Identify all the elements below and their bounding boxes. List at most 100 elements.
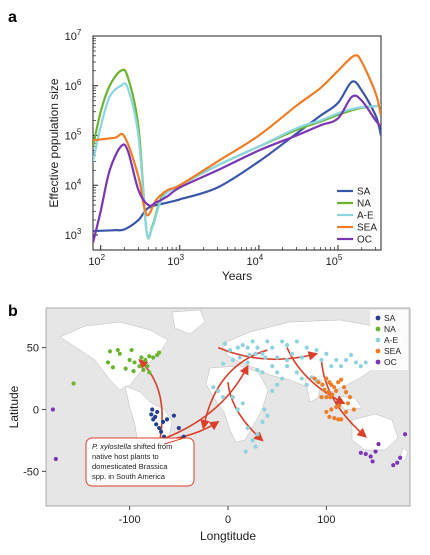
- australia-shape: [351, 413, 399, 451]
- sample-point-a-e: [304, 345, 309, 350]
- sample-point-a-e: [247, 352, 252, 358]
- sample-point-sea: [336, 380, 341, 385]
- greenland-shape: [171, 309, 206, 335]
- sample-point-na: [143, 357, 148, 363]
- y-tick-label-b: 0: [33, 404, 39, 416]
- legend-swatch-b: [375, 359, 381, 365]
- panel-b-map: -100 0 100 50 0 -50 Longtitude Latitude SANA…: [7, 307, 411, 543]
- y-tick-label-b: 50: [27, 343, 39, 355]
- sample-point-a-e: [243, 449, 248, 454]
- sample-point-sea: [343, 409, 349, 415]
- y-tick-label-a: 106: [65, 78, 82, 93]
- tick-base: 10: [247, 256, 259, 268]
- x-tick-label-b: 100: [317, 514, 335, 526]
- sample-point-sea: [324, 395, 329, 400]
- sample-point-oc: [398, 455, 403, 460]
- y-axis-b: 50 0 -50: [23, 343, 46, 478]
- sample-point-na: [137, 364, 142, 369]
- sample-point-oc: [368, 454, 373, 459]
- x-axis-b: -100 0 100: [119, 506, 336, 526]
- sample-point-sea: [320, 382, 325, 387]
- sample-point-a-e: [270, 364, 275, 369]
- sample-point-a-e: [304, 382, 309, 387]
- sample-point-a-e: [289, 351, 295, 356]
- sample-point-na: [147, 354, 152, 359]
- sample-point-a-e: [237, 355, 242, 360]
- legend-swatch-b: [375, 315, 381, 321]
- tick-base: 10: [88, 256, 100, 268]
- sample-point-na: [105, 360, 111, 365]
- y-axis-title-b: Latitude: [7, 385, 21, 428]
- sample-point-a-e: [250, 339, 255, 344]
- tick-base: 10: [65, 230, 77, 242]
- x-tick-label-b: -100: [119, 514, 141, 526]
- sample-point-na: [115, 347, 120, 353]
- sample-point-a-e: [275, 382, 280, 387]
- legend-label-b: OC: [384, 357, 397, 367]
- sample-point-sea: [339, 377, 344, 382]
- tick-exponent: 3: [77, 227, 82, 236]
- sample-point-a-e: [284, 343, 290, 348]
- sample-point-a-e: [253, 444, 258, 449]
- y-tick-label-b: -50: [23, 466, 39, 478]
- tick-base: 10: [326, 256, 338, 268]
- sample-point-na: [129, 347, 134, 353]
- sample-point-a-e: [255, 432, 260, 437]
- series-line-sa: [93, 80, 381, 233]
- legend-label-b: NA: [384, 324, 396, 334]
- tick-exponent: 5: [77, 128, 82, 137]
- sample-point-sa: [155, 409, 160, 415]
- sample-point-a-e: [324, 351, 329, 356]
- sample-point-sa: [159, 429, 164, 434]
- sample-point-a-e: [329, 364, 334, 369]
- sample-point-a-e: [294, 370, 299, 375]
- sample-point-sa: [149, 412, 154, 417]
- sample-point-a-e: [299, 355, 304, 360]
- sample-point-sea: [327, 414, 332, 419]
- sample-point-na: [145, 364, 150, 369]
- sample-point-a-e: [220, 361, 226, 366]
- x-tick-label-a: 105: [326, 253, 343, 268]
- sample-point-a-e: [253, 351, 258, 356]
- sample-point-sa: [157, 425, 162, 431]
- sample-point-a-e: [211, 385, 216, 390]
- y-tick-label-a: 103: [65, 227, 82, 242]
- legend-label-a: OC: [357, 235, 372, 246]
- sample-point-a-e: [265, 339, 270, 344]
- tick-exponent: 3: [180, 253, 185, 262]
- sample-point-a-e: [348, 352, 354, 358]
- sample-point-a-e: [353, 360, 358, 365]
- x-tick-label-a: 102: [88, 253, 105, 268]
- tick-exponent: 7: [77, 28, 82, 37]
- sample-point-a-e: [260, 419, 265, 424]
- sample-point-a-e: [280, 376, 285, 381]
- tick-exponent: 6: [77, 78, 82, 87]
- tick-exponent: 5: [338, 253, 343, 262]
- sample-point-na: [151, 355, 156, 360]
- plot-a-frame: [92, 35, 382, 251]
- sample-point-sea: [343, 390, 349, 395]
- legend-label-a: SA: [357, 187, 371, 198]
- sample-point-a-e: [240, 343, 245, 348]
- sample-point-na: [132, 360, 137, 365]
- sample-point-a-e: [275, 355, 280, 360]
- sample-point-sea: [322, 387, 327, 392]
- sample-point-oc: [53, 456, 58, 462]
- sample-point-a-e: [235, 407, 240, 412]
- sample-point-oc: [50, 407, 55, 412]
- sample-point-sea: [334, 388, 339, 394]
- sample-point-a-e: [227, 347, 233, 353]
- sample-point-na: [71, 381, 76, 386]
- legend-label-b: A-E: [384, 335, 399, 345]
- sample-point-a-e: [358, 364, 363, 369]
- sample-point-oc: [395, 460, 400, 465]
- sample-point-na: [107, 349, 113, 354]
- x-tick-label-a: 104: [247, 253, 264, 268]
- y-tick-label-a: 107: [65, 28, 82, 43]
- sample-point-na: [147, 370, 152, 375]
- sample-point-na: [110, 365, 115, 370]
- legend-label-a: NA: [357, 199, 371, 210]
- sample-point-a-e: [240, 401, 245, 406]
